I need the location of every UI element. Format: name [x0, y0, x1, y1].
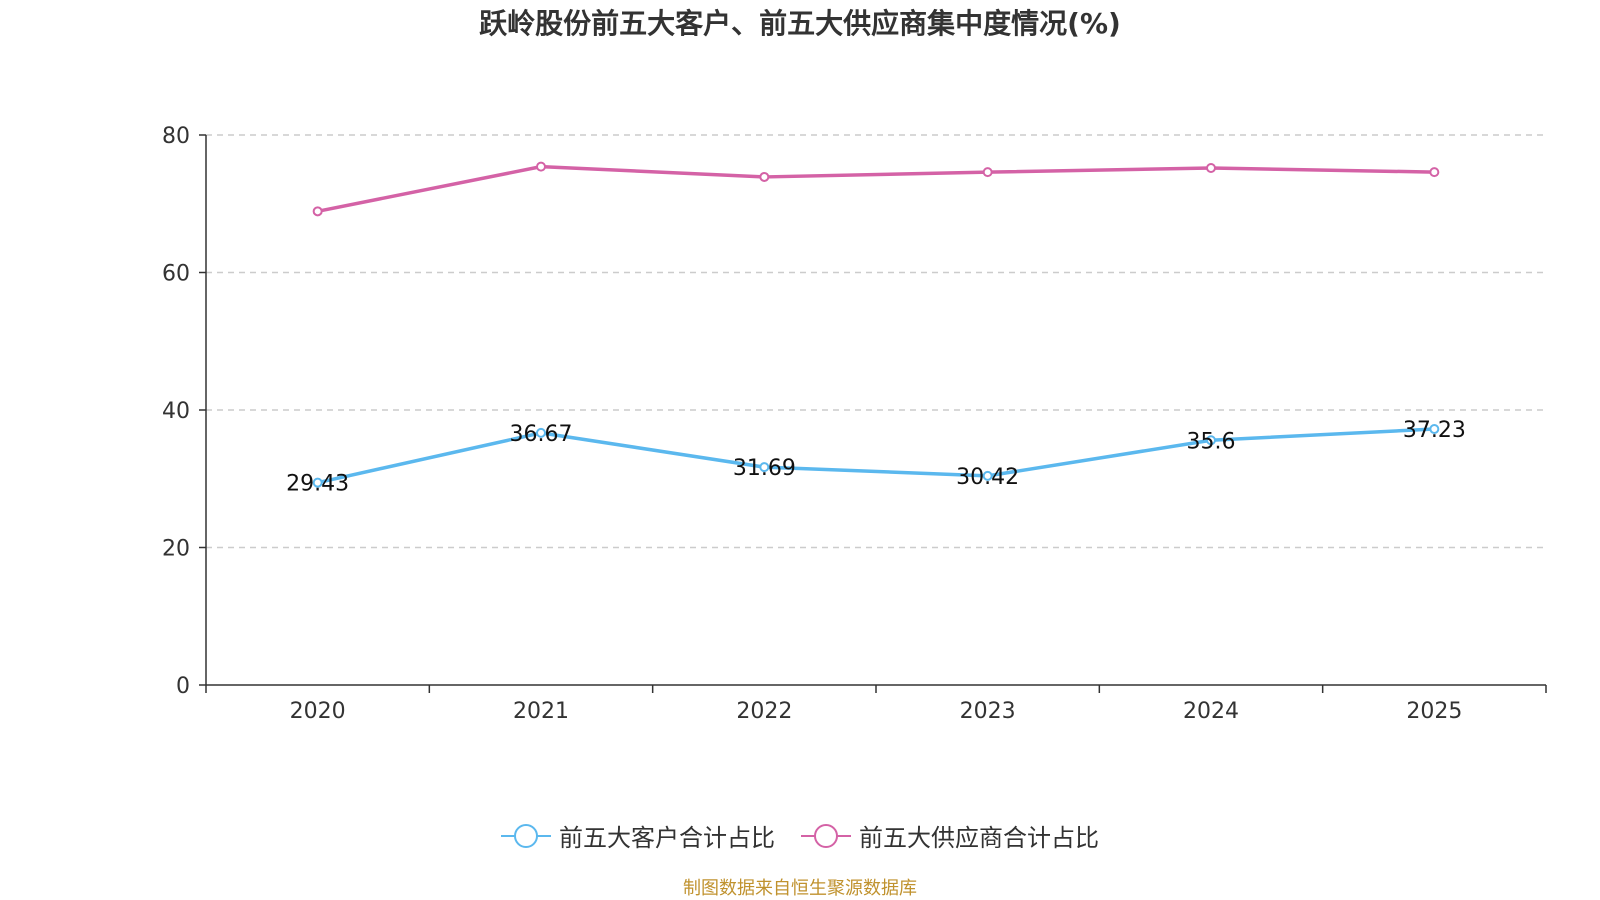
x-tick-label: 2025: [1406, 699, 1462, 724]
x-tick-label: 2024: [1183, 699, 1239, 724]
data-point: [759, 171, 770, 182]
data-point: [536, 161, 546, 172]
x-tick-label: 2021: [513, 699, 569, 724]
data-point: [536, 427, 546, 438]
legend-item-suppliers[interactable]: 前五大供应商合计占比: [801, 818, 1099, 853]
data-label: 31.69: [733, 456, 796, 481]
data-point: [1206, 435, 1216, 446]
data-label: 37.23: [1403, 418, 1466, 443]
legend-marker-customers-icon: [501, 823, 551, 848]
y-tick-label: 40: [162, 399, 190, 424]
y-tick-label: 80: [162, 124, 190, 149]
series: [312, 161, 1440, 488]
data-label: 35.6: [1187, 429, 1236, 454]
y-tick-label: 60: [162, 262, 190, 287]
grid-lines: [206, 134, 1546, 549]
chart-title: 跃岭股份前五大客户、前五大供应商集中度情况(%): [479, 7, 1121, 40]
data-label: 36.67: [510, 422, 573, 447]
source-note: 制图数据来自恒生聚源数据库: [683, 878, 917, 899]
y-tick-label: 0: [176, 674, 190, 699]
data-point: [1429, 167, 1440, 178]
legend-label-suppliers: 前五大供应商合计占比: [859, 824, 1099, 852]
data-point: [1429, 424, 1440, 435]
legend-item-customers[interactable]: 前五大客户合计占比: [501, 818, 775, 853]
legend-label-customers: 前五大客户合计占比: [559, 824, 775, 852]
data-point: [312, 477, 323, 488]
line-chart: 0 20 40 60 80 2020 2021 2022 2023 2024 2025 29.43 3…: [162, 124, 1547, 724]
x-tick-label: 2022: [736, 699, 792, 724]
data-point: [759, 462, 770, 473]
data-point: [312, 206, 323, 217]
data-labels: 29.43 36.67 31.69 30.42 35.6 37.23: [286, 418, 1466, 497]
data-point: [982, 470, 993, 481]
data-label: 30.42: [956, 465, 1019, 490]
y-tick-label: 20: [162, 537, 190, 562]
legend-marker-suppliers-icon: [801, 823, 851, 848]
axes: 0 20 40 60 80 2020 2021 2022 2023 2024 2025: [162, 124, 1547, 724]
series-line-1: [317, 164, 1435, 214]
x-tick-label: 2023: [960, 699, 1016, 724]
series-line-0: [317, 427, 1435, 485]
data-point: [982, 167, 993, 178]
data-point: [1206, 163, 1216, 173]
x-tick-label: 2020: [290, 699, 346, 724]
legend: 前五大客户合计占比 前五大供应商合计占比: [0, 818, 1600, 853]
data-label: 29.43: [286, 472, 349, 497]
